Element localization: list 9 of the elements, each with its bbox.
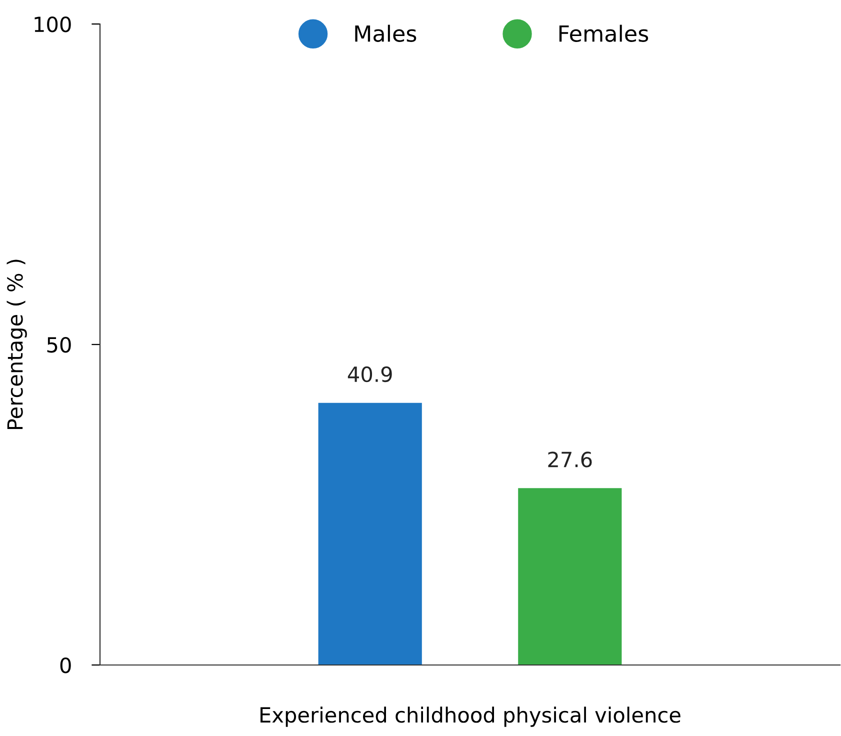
y-tick-label: 50 <box>47 336 71 353</box>
data-label: 27.6 <box>548 452 592 468</box>
y-axis-title: Percentage ( % ) <box>6 260 27 429</box>
y-tick-label: 0 <box>60 657 71 674</box>
legend-label: Males <box>355 24 416 42</box>
y-tick-label: 100 <box>34 16 71 32</box>
data-label: 40.9 <box>348 366 392 382</box>
x-tick-label: Experienced childhood physical violence <box>260 706 680 727</box>
legend-label: Females <box>559 24 648 42</box>
